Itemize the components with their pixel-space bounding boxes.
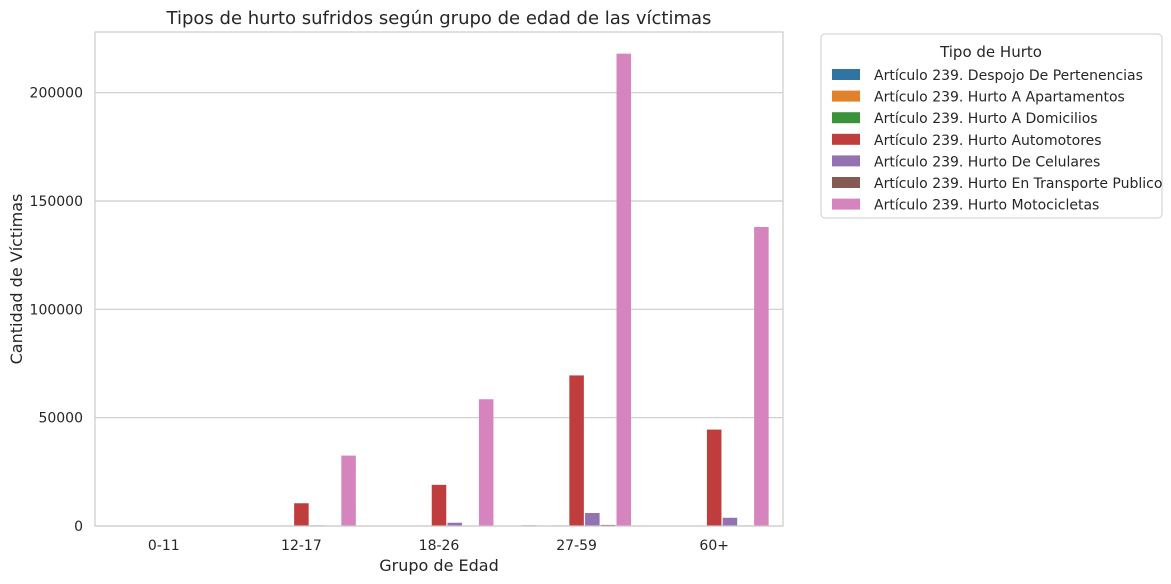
legend-title: Tipo de Hurto [939, 43, 1042, 61]
legend-label: Artículo 239. Hurto A Domicilios [874, 111, 1098, 127]
legend-swatch [832, 133, 860, 145]
bars [246, 53, 769, 527]
bar [431, 484, 447, 526]
plot-frame [94, 31, 784, 527]
bar [585, 513, 600, 526]
bar [722, 517, 738, 526]
legend-swatch [832, 198, 860, 210]
legend: Tipo de Hurto Artículo 239. Despojo De P… [820, 33, 1163, 219]
legend-swatch [832, 112, 860, 124]
legend-frame [820, 33, 1163, 219]
bar [706, 429, 722, 526]
x-tick-label: 18-26 [419, 538, 460, 554]
y-tick-label: 150000 [30, 194, 83, 210]
x-tick-label: 60+ [699, 538, 729, 554]
legend-label: Artículo 239. Hurto De Celulares [874, 154, 1100, 170]
legend-label: Artículo 239. Hurto En Transporte Public… [874, 176, 1162, 192]
legend-swatch [832, 177, 860, 188]
x-tick-label: 12-17 [281, 538, 322, 554]
legend-label: Artículo 239. Hurto Automotores [874, 133, 1102, 149]
chart-title: Tipos de hurto sufridos según grupo de e… [166, 8, 712, 29]
y-ticks: 0 50000 100000 150000 200000 [30, 86, 83, 535]
bar [447, 522, 462, 526]
bar [569, 375, 584, 526]
y-tick-label: 50000 [38, 411, 83, 427]
legend-swatch [832, 69, 860, 80]
legend-label: Artículo 239. Hurto Motocicletas [874, 198, 1099, 214]
y-tick-label: 100000 [30, 302, 83, 318]
bar [478, 399, 494, 526]
bar [754, 227, 769, 526]
legend-swatch [832, 155, 860, 167]
x-tick-label: 27-59 [556, 538, 597, 554]
legend-swatch [832, 90, 860, 102]
bar [341, 455, 356, 526]
bar [616, 53, 632, 527]
x-ticks: 0-11 12-17 18-26 27-59 60+ [148, 538, 729, 554]
x-tick-label: 0-11 [148, 538, 180, 554]
y-tick-label: 0 [74, 519, 83, 535]
x-axis-title: Grupo de Edad [379, 556, 498, 575]
bar [294, 503, 309, 526]
legend-label: Artículo 239. Hurto A Apartamentos [874, 90, 1125, 106]
y-axis-title: Cantidad de Víctimas [7, 194, 26, 365]
y-tick-label: 200000 [30, 86, 83, 102]
legend-label: Artículo 239. Despojo De Pertenencias [874, 68, 1143, 84]
grid [95, 92, 783, 527]
